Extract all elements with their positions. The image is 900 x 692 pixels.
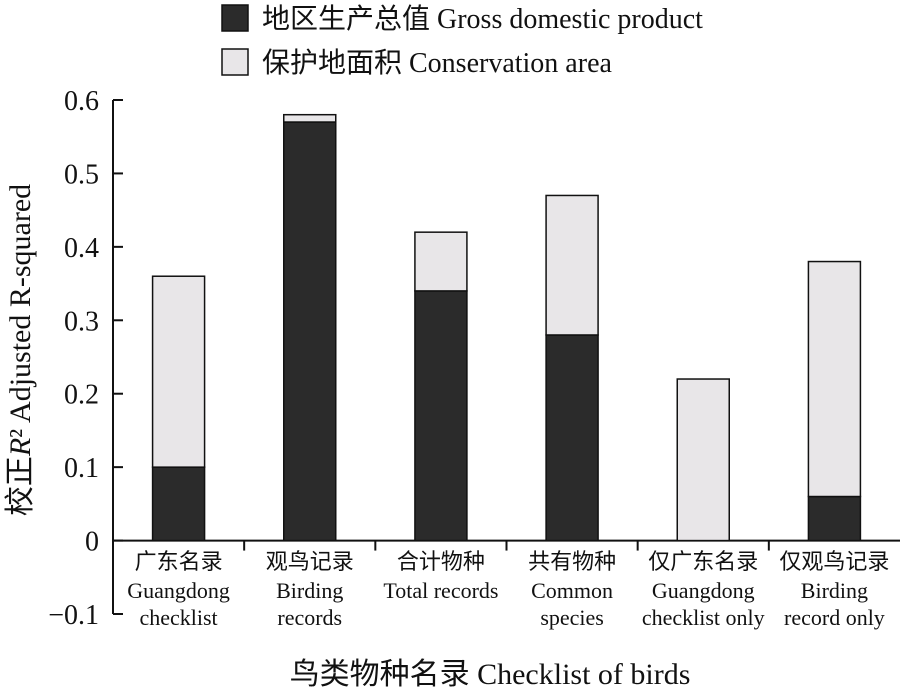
y-tick-label: −0.1 <box>48 600 99 631</box>
x-tick-label-zh: 仅广东名录 <box>648 549 758 574</box>
bar-gdp <box>151 466 206 542</box>
y-tick-label: 0 <box>85 527 99 558</box>
x-tick-label-zh: 共有物种 <box>528 549 616 574</box>
axis-titles: 鸟类物种名录 Checklist of birds 校正R² Adjusted … <box>4 184 690 691</box>
y-tick-label: 0.1 <box>64 453 99 484</box>
legend-swatch <box>221 4 249 32</box>
bar-gdp <box>545 334 599 542</box>
category-labels: 广东名录Guangdongchecklist观鸟记录Birdingrecords… <box>127 549 889 630</box>
bar-conservation-area <box>807 260 862 498</box>
bar-conservation-area <box>414 231 468 292</box>
legend-label: 保护地面积 Conservation area <box>262 47 612 79</box>
axes: −0.1 0 0.1 0.2 0.3 0.4 0.5 0.6 <box>48 86 900 631</box>
x-axis-title: 鸟类物种名录 Checklist of birds <box>290 658 691 691</box>
bar-gdp <box>807 495 862 542</box>
bar-conservation-area <box>676 378 730 542</box>
x-tick-label-zh: 仅观鸟记录 <box>779 549 889 574</box>
y-tick-label: 0.3 <box>64 306 99 337</box>
bars <box>151 113 862 542</box>
x-tick-label-en: Birding <box>276 578 343 603</box>
x-tick-label-en: records <box>277 605 342 630</box>
x-tick-label-en: checklist <box>139 605 217 630</box>
x-tick-label-zh: 广东名录 <box>135 549 223 574</box>
y-tick-label: 0.5 <box>64 159 99 190</box>
x-tick-label-zh: 合计物种 <box>397 549 485 574</box>
legend-label: 地区生产总值 Gross domestic product <box>262 3 703 35</box>
bar-gdp <box>283 121 337 542</box>
x-tick-label-en: Birding <box>801 578 868 603</box>
x-tick-label-en: record only <box>784 605 885 630</box>
x-tick-label-en: species <box>540 605 604 630</box>
x-tick-label-en: Common <box>531 578 613 603</box>
x-tick-label-zh: 观鸟记录 <box>266 549 354 574</box>
y-tick-label: 0.2 <box>64 380 99 411</box>
x-tick-label-en: checklist only <box>642 605 765 630</box>
y-axis-title: 校正R² Adjusted R-squared <box>4 184 37 516</box>
legend: 地区生产总值 Gross domestic product 保护地面积 Conse… <box>221 3 703 79</box>
y-tick-label: 0.6 <box>64 86 99 117</box>
legend-swatch <box>221 48 249 76</box>
bar-gdp <box>414 290 468 542</box>
y-tick-label: 0.4 <box>64 233 99 264</box>
bar-conservation-area <box>151 275 206 468</box>
x-tick-label-en: Guangdong <box>127 578 230 603</box>
x-tick-label-en: Total records <box>383 578 498 603</box>
bar-conservation-area <box>283 113 337 123</box>
x-tick-label-en: Guangdong <box>652 578 755 603</box>
bar-conservation-area <box>545 194 599 336</box>
